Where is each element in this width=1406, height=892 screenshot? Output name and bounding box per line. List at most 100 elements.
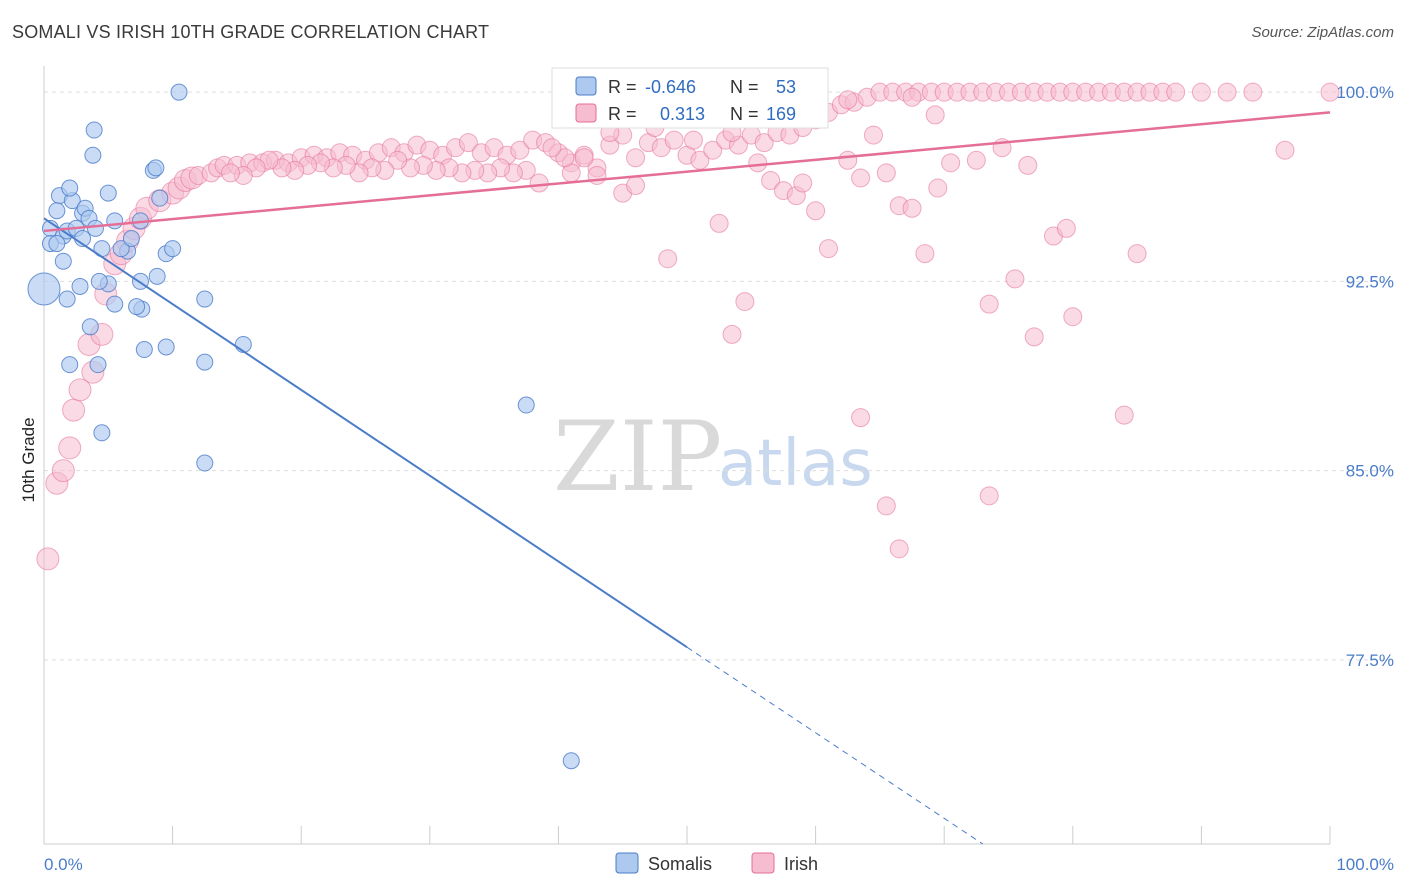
irish-point (1217, 82, 1237, 102)
somali-point (106, 295, 124, 313)
somali-trend-extension (686, 646, 984, 845)
somali-point (61, 356, 79, 374)
somali-point (135, 341, 153, 359)
somali-r-value: -0.646 (645, 77, 696, 97)
irish-point (1114, 405, 1134, 425)
irish-point (51, 459, 75, 483)
y-tick-label-0: 77.5% (1346, 651, 1394, 670)
irish-point (806, 201, 826, 221)
irish-r-value: 0.313 (660, 104, 705, 124)
legend-somalis-swatch (615, 852, 639, 874)
irish-point (555, 148, 575, 168)
y-tick-labels: 77.5% 85.0% 92.5% 100.0% (1336, 83, 1394, 670)
somali-n-value: 53 (776, 77, 796, 97)
somali-point (84, 146, 102, 164)
irish-point (62, 398, 86, 422)
irish-point (542, 138, 562, 158)
irish-point (876, 496, 896, 516)
somali-point (89, 356, 107, 374)
somali-point (81, 318, 99, 336)
irish-point (664, 130, 684, 150)
irish-point (683, 130, 703, 150)
somali-point (93, 424, 111, 442)
irish-point (863, 125, 883, 145)
irish-point (1024, 327, 1044, 347)
irish-legend-swatch (575, 103, 597, 123)
irish-point (889, 539, 909, 559)
irish-point (941, 153, 961, 173)
somali-point (517, 396, 535, 414)
irish-point (722, 324, 742, 344)
irish-point (748, 153, 768, 173)
irish-point (761, 170, 781, 190)
legend-irish-label: Irish (784, 854, 818, 874)
source-label: Source: ZipAtlas.com (1251, 24, 1394, 41)
somali-point (58, 290, 76, 308)
y-tick-label-2: 92.5% (1346, 272, 1394, 291)
somali-point (85, 121, 103, 139)
somali-point (99, 184, 117, 202)
irish-point (838, 90, 858, 110)
somali-point (61, 179, 79, 197)
irish-n-label: N = (730, 104, 759, 124)
watermark: ZIP atlas (553, 401, 873, 513)
svg-text:atlas: atlas (718, 427, 873, 501)
somali-point (157, 338, 175, 356)
irish-point (925, 105, 945, 125)
irish-point (703, 140, 723, 160)
somali-point (48, 235, 66, 253)
somali-point (54, 252, 72, 270)
irish-point (658, 249, 678, 269)
irish-point (574, 148, 594, 168)
somali-point (562, 752, 580, 770)
somali-series (27, 83, 580, 770)
irish-point (458, 133, 478, 153)
trend-lines (43, 111, 1331, 845)
svg-text:ZIP: ZIP (553, 401, 722, 513)
x-tick-min: 0.0% (44, 855, 83, 874)
irish-point (1056, 218, 1076, 238)
irish-point (1063, 307, 1083, 327)
y-tick-label-3: 100.0% (1336, 83, 1394, 102)
somali-point (86, 219, 104, 237)
irish-point (709, 213, 729, 233)
irish-point (928, 178, 948, 198)
irish-point (388, 150, 408, 170)
irish-point (979, 486, 999, 506)
irish-point (838, 150, 858, 170)
irish-point (220, 163, 240, 183)
irish-n-value: 169 (766, 104, 796, 124)
somali-point (147, 159, 165, 177)
irish-point (626, 148, 646, 168)
irish-point (1320, 82, 1340, 102)
irish-trend-line (43, 111, 1331, 233)
somali-point (48, 202, 66, 220)
somali-point (128, 298, 146, 316)
irish-point (902, 87, 922, 107)
irish-point (966, 150, 986, 170)
stats-legend: R = -0.646 N = 53 R = 0.313 N = 169 (551, 67, 829, 129)
irish-point (793, 173, 813, 193)
irish-point (735, 292, 755, 312)
legend-irish-swatch (751, 852, 775, 874)
irish-point (510, 140, 530, 160)
irish-point (915, 244, 935, 264)
irish-point (68, 378, 92, 402)
somali-point (90, 272, 108, 290)
irish-point (1243, 82, 1263, 102)
stats-legend-box (551, 67, 829, 129)
irish-point (1191, 82, 1211, 102)
axes (43, 66, 1331, 845)
irish-point (876, 163, 896, 183)
somali-point (151, 189, 169, 207)
irish-point (902, 198, 922, 218)
somali-point (122, 230, 140, 248)
irish-point (1166, 82, 1186, 102)
somali-point (196, 353, 214, 371)
irish-point (754, 133, 774, 153)
somali-point (148, 267, 166, 285)
somali-point (112, 240, 130, 258)
somali-point (170, 83, 188, 101)
chart-title: SOMALI VS IRISH 10TH GRADE CORRELATION C… (12, 22, 490, 42)
